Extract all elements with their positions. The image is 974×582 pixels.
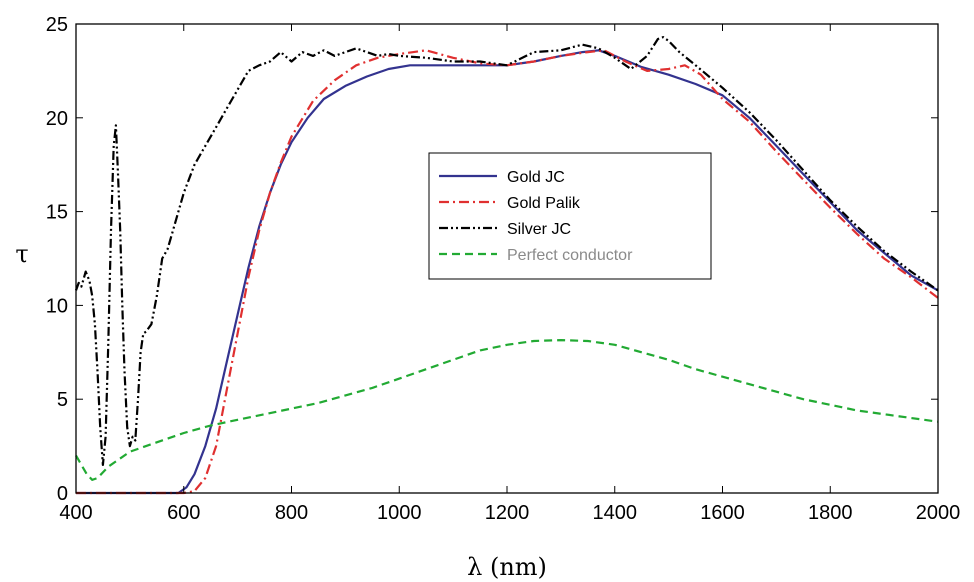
axes-layer: 400 600 800 1000 1200 1400 1600 1800 2000 0 5 10 15 2… (46, 14, 961, 524)
x-axis-label: λ (nm) (467, 553, 547, 581)
legend-label: Gold JC (507, 169, 565, 186)
x-tick-label: 2000 (916, 502, 961, 524)
series-line-gold-palik (76, 49, 939, 495)
y-tick-label: 20 (46, 108, 68, 130)
y-axis-label: τ (15, 240, 28, 268)
plot-frame (75, 23, 939, 494)
y-tick-label: 15 (46, 202, 68, 224)
series-layer (74, 35, 939, 495)
x-tick-label: 1800 (808, 502, 853, 524)
x-tick-label: 400 (59, 502, 92, 524)
y-tick-label: 0 (57, 483, 68, 505)
series-line-silver-jc (74, 35, 939, 466)
x-tick-label: 800 (275, 502, 308, 524)
x-tick-label: 1000 (377, 502, 422, 524)
legend-label: Perfect conductor (507, 247, 633, 264)
series-line-perfect-conductor (75, 339, 939, 481)
x-tick-label: 1600 (700, 502, 745, 524)
y-tick-label: 10 (46, 295, 68, 317)
x-tick-label: 1400 (593, 502, 638, 524)
legend-box (428, 152, 712, 280)
legend-label: Gold Palik (507, 195, 581, 212)
x-tick-label: 1200 (485, 502, 530, 524)
legend-label: Silver JC (507, 221, 571, 238)
y-tick-label: 5 (57, 389, 68, 411)
legend: Gold JC Gold Palik Silver JC Perfect conduc… (428, 152, 712, 280)
y-tick-label: 25 (46, 14, 68, 36)
series-line-gold-jc (76, 49, 939, 495)
x-tick-label: 600 (167, 502, 200, 524)
